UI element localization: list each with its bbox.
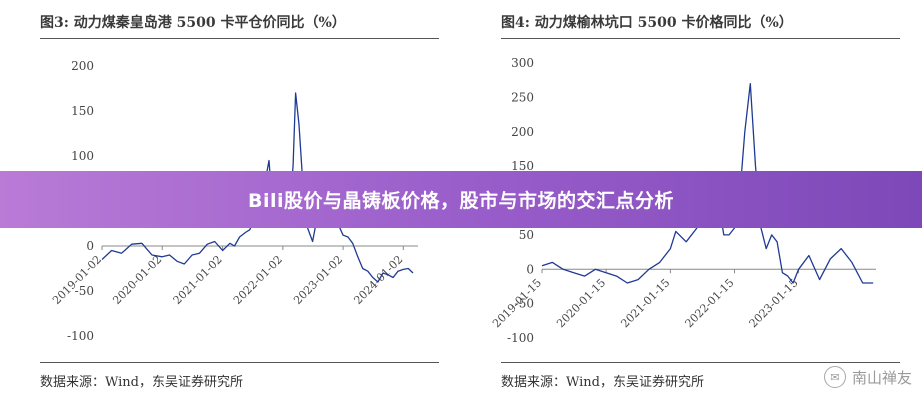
y-tick-label: 200: [511, 125, 534, 139]
y-tick-label: 250: [511, 90, 534, 104]
headline-banner: Bili股价与晶铸板价格，股市与市场的交汇点分析: [0, 171, 922, 228]
y-tick-label: 0: [526, 262, 534, 276]
x-tick-label: 2019-01-15: [490, 276, 544, 330]
title-divider: [501, 38, 900, 39]
y-tick-label: -100: [507, 331, 534, 345]
x-tick-label: 2022-01-02: [231, 253, 285, 307]
watermark-text: 南山禅友: [851, 368, 912, 387]
x-tick-label: 2022-01-15: [683, 276, 737, 330]
y-tick-label: 300: [511, 56, 534, 70]
banner-title: Bili股价与晶铸板价格，股市与市场的交汇点分析: [247, 190, 675, 212]
chart-canvas: 300250200150100500-50-1002019-01-152020-…: [490, 56, 876, 345]
x-tick-label: 2019-01-02: [50, 253, 104, 307]
chart-source: 数据来源：Wind，东吴证券研究所: [40, 375, 243, 390]
y-tick-label: 100: [71, 149, 94, 163]
series-line: [541, 82, 874, 284]
chart-panel-coal-yulin: 图4: 动力煤榆林坑口 5500 卡价格同比（%） 30025020015010…: [461, 0, 922, 400]
y-tick-label: -100: [67, 329, 94, 343]
y-tick-label: 150: [511, 159, 534, 173]
x-tick-label: 2023-01-02: [291, 253, 345, 307]
y-tick-label: 50: [519, 228, 534, 242]
y-tick-label: 200: [71, 59, 94, 73]
title-divider: [40, 38, 439, 39]
chart-title: 图4: 动力煤榆林坑口 5500 卡价格同比（%）: [501, 15, 793, 31]
watermark: ✉ 南山禅友: [823, 366, 912, 388]
x-tick-label: 2020-01-02: [110, 253, 164, 307]
chart-title: 图3: 动力煤秦皇岛港 5500 卡平仓价同比（%）: [40, 15, 346, 31]
wechat-icon: ✉: [823, 366, 846, 388]
y-tick-label: 0: [86, 239, 94, 253]
chart-source: 数据来源：Wind，东吴证券研究所: [501, 375, 704, 390]
source-divider: [501, 362, 900, 363]
source-divider: [40, 362, 439, 363]
y-tick-label: -50: [75, 284, 94, 298]
x-tick-label: 2020-01-15: [554, 276, 608, 330]
x-tick-label: 2021-01-02: [171, 253, 225, 307]
y-tick-label: -50: [515, 297, 534, 311]
x-tick-label: 2023-01-15: [747, 276, 801, 330]
x-tick-label: 2021-01-15: [618, 276, 672, 330]
y-tick-label: 150: [71, 104, 94, 118]
